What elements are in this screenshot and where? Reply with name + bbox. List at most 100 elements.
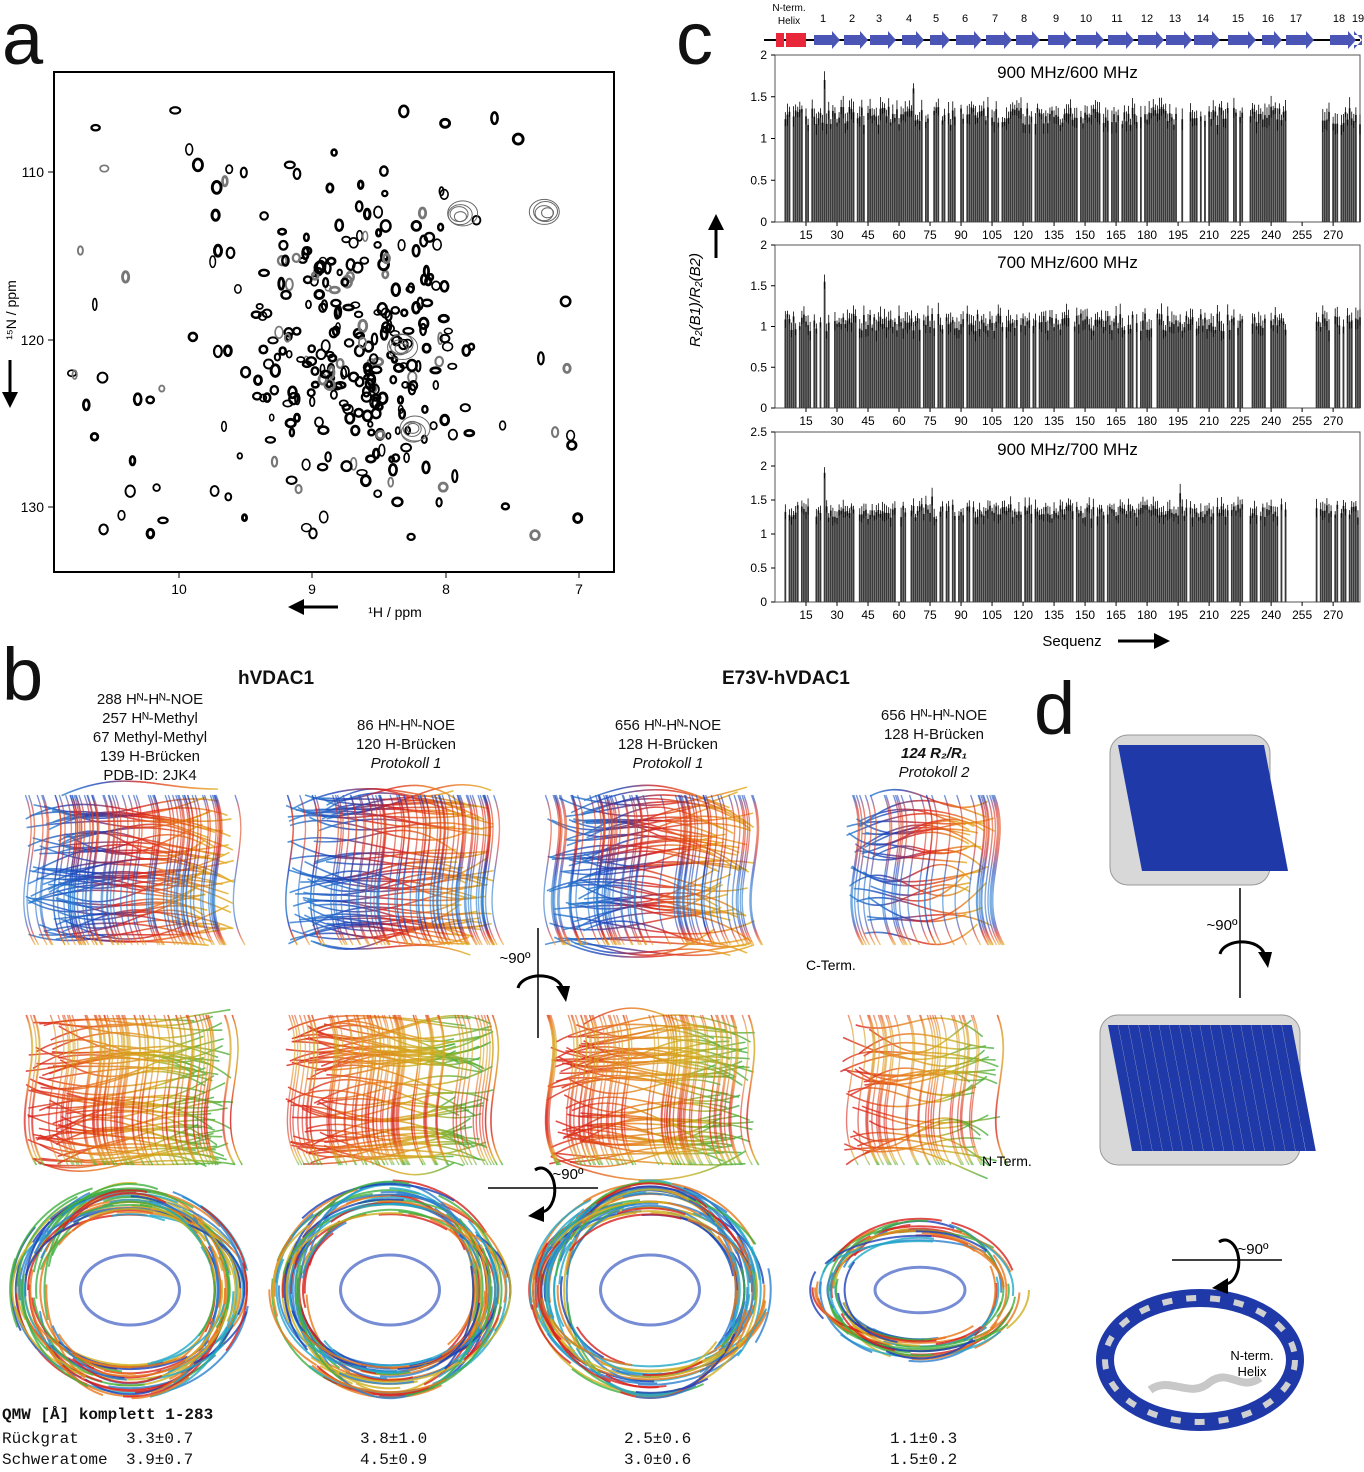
bar [958,329,960,408]
bar [1119,505,1122,602]
bar [1212,110,1215,222]
peak [301,246,313,256]
ensemble-side-view [386,1014,400,1166]
bar [960,324,962,408]
ensemble-top-view [977,1240,1015,1297]
bar [1264,318,1266,408]
bar [1206,329,1208,408]
ensemble-top-view [534,1242,549,1308]
peak [341,403,352,412]
bar [1119,314,1122,408]
beta-strand [1169,1025,1204,1151]
ensemble-top-view [89,1355,188,1371]
bar [1001,326,1004,408]
ensemble-top-view [47,1200,87,1267]
ensemble-top-view [225,1262,248,1352]
ensemble-front-view [857,809,996,832]
bar [1057,116,1060,222]
ensemble-front-view [295,892,486,902]
rmsd-header: QMW [Å] komplett 1-283 [2,1406,214,1424]
peak [319,369,332,379]
bar [904,111,907,222]
bar [1026,510,1029,602]
x-axis-label: Sequenz [1042,633,1101,650]
bar [1201,325,1204,408]
ensemble-top-view [72,1357,163,1384]
ensemble-top-view [210,1245,222,1308]
bar [1282,111,1285,222]
bar [925,324,927,408]
beta-strand [1174,745,1208,871]
ensemble-front-view [575,794,589,946]
ensemble-side-view [183,1014,197,1166]
ensemble-side-view [862,1134,990,1167]
bar [900,517,902,602]
ensemble-top-view [200,1205,247,1269]
ensemble-front-view [543,794,556,946]
bar [991,511,993,602]
ensemble-side-view [28,1014,42,1166]
bar [972,325,975,408]
bar [1051,518,1053,602]
ensemble-top-view [885,1338,974,1360]
bar [883,512,886,602]
peak [317,425,330,436]
bar [1020,324,1022,408]
ensemble-top-view [275,1258,329,1367]
ensemble-side-view [600,1014,614,1166]
ensemble-front-view [326,806,470,820]
ensemble-side-view [39,1123,199,1156]
ensemble-side-view [857,1014,871,1166]
peak [354,200,364,213]
ensemble-side-view [968,1014,982,1166]
peak [431,280,441,291]
bar [1323,318,1326,408]
ensemble-top-view [338,1372,415,1385]
ensemble-side-view [682,1014,696,1166]
ensemble-front-view [133,794,147,946]
ensemble-top-view [79,1253,181,1327]
bar [1115,315,1117,408]
ensemble-front-view [173,794,187,946]
peak [370,407,382,420]
plot-title: 900 MHz/600 MHz [997,63,1138,82]
bar [869,315,871,408]
ensemble-front-view [175,794,189,946]
bar [968,324,971,408]
peak [369,395,378,409]
bar [1168,113,1171,222]
bar [929,326,931,408]
ensemble-side-view [565,1014,579,1166]
bar [989,319,991,408]
ensemble-front-view [387,794,401,946]
ensemble-front-view [682,794,695,946]
bar [1166,315,1169,408]
bar [1284,110,1287,222]
peak [333,306,341,320]
bar [1170,322,1173,408]
ensemble-side-view [561,1062,735,1079]
ensemble-side-view [668,1014,682,1166]
bar [1321,120,1324,222]
bar [935,519,938,602]
ensemble-front-view [686,794,700,946]
ensemble-front-view [573,841,725,870]
bar [933,328,936,408]
ensemble-front-view [27,898,204,916]
bar [852,112,855,222]
bar [1024,506,1027,602]
x-arrow-icon [288,599,304,615]
bar [792,116,795,222]
structure-ensembles: ~90º ~90º C-Term. N-Term. [9,780,1032,1400]
ensemble-top-view [577,1335,639,1383]
bar [1152,505,1155,602]
peak [274,325,284,340]
ensemble-front-view [109,794,123,946]
ensemble-side-view [690,1014,704,1166]
bar [1160,314,1163,408]
ensemble-front-view [185,794,199,946]
bar [796,112,799,222]
strand-label: 19 [1352,13,1364,25]
bar [860,514,863,602]
bar [1195,118,1198,222]
